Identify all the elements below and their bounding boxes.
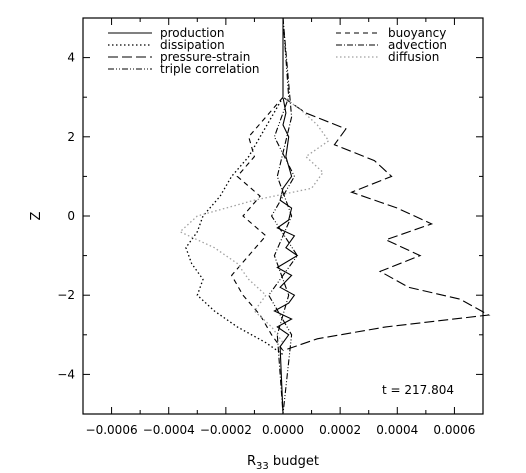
y-tick-label: 4 bbox=[67, 51, 75, 65]
series-line-2 bbox=[282, 96, 491, 352]
x-tick-label: 0.0000 bbox=[262, 423, 304, 437]
series-line-5 bbox=[273, 17, 293, 415]
y-tick-label: 2 bbox=[67, 130, 75, 144]
ticks-layer: −0.0006 −0.0004 −0.0002 0.0000 0.0002 0.0004 0… bbox=[57, 17, 483, 437]
x-tick-label: −0.0006 bbox=[86, 423, 138, 437]
time-annotation: t = 217.804 bbox=[382, 383, 454, 397]
series-line-4 bbox=[230, 96, 284, 351]
x-tick-label: 0.0004 bbox=[376, 423, 418, 437]
series-line-1 bbox=[185, 96, 284, 356]
x-tick-label: 0.0002 bbox=[319, 423, 361, 437]
legend-label-6: diffusion bbox=[388, 50, 439, 64]
legend-label-4: buoyancy bbox=[388, 26, 446, 40]
series-layer bbox=[178, 17, 491, 415]
series-line-6 bbox=[178, 96, 330, 344]
y-axis-label: Z bbox=[29, 211, 44, 220]
series-line-3 bbox=[268, 17, 298, 415]
x-axis-label: R33 budget bbox=[247, 454, 319, 472]
legend-label-2: pressure-strain bbox=[160, 50, 250, 64]
legend: productiondissipationpressure-straintrip… bbox=[108, 26, 447, 76]
x-tick-label: 0.0006 bbox=[433, 423, 475, 437]
x-axis-label-subscript: 33 bbox=[256, 461, 269, 472]
x-tick-label: −0.0002 bbox=[200, 423, 252, 437]
x-axis-label-main: R bbox=[247, 454, 256, 469]
legend-label-0: production bbox=[160, 26, 224, 40]
x-tick-label: −0.0004 bbox=[143, 423, 195, 437]
y-tick-label: −4 bbox=[57, 367, 75, 381]
legend-label-1: dissipation bbox=[160, 38, 225, 52]
legend-label-5: advection bbox=[388, 38, 447, 52]
y-tick-label: −2 bbox=[57, 288, 75, 302]
y-tick-label: 0 bbox=[67, 209, 75, 223]
series-line-0 bbox=[273, 18, 299, 415]
legend-label-3: triple correlation bbox=[160, 62, 260, 76]
x-axis-label-suffix: budget bbox=[269, 454, 319, 469]
